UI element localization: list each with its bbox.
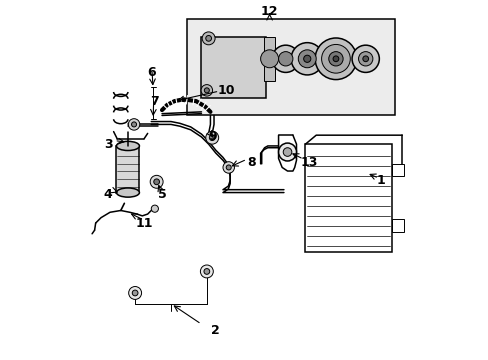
Circle shape	[358, 51, 372, 66]
Circle shape	[290, 42, 323, 75]
Circle shape	[153, 179, 159, 185]
Circle shape	[209, 135, 215, 140]
Bar	[116, 146, 139, 193]
Ellipse shape	[116, 141, 139, 150]
Circle shape	[328, 51, 343, 66]
Circle shape	[362, 56, 368, 62]
Circle shape	[205, 36, 211, 41]
Bar	[391, 220, 403, 232]
Text: 9: 9	[207, 130, 216, 144]
Circle shape	[271, 45, 299, 72]
Circle shape	[204, 88, 209, 93]
Circle shape	[131, 122, 136, 127]
Text: 6: 6	[147, 66, 155, 79]
Bar	[264, 37, 274, 81]
Circle shape	[132, 290, 138, 296]
Circle shape	[200, 265, 213, 278]
Circle shape	[203, 269, 209, 274]
Text: 7: 7	[150, 95, 159, 108]
Text: 8: 8	[247, 156, 255, 168]
Circle shape	[351, 45, 379, 72]
Circle shape	[223, 162, 234, 173]
Circle shape	[298, 50, 316, 68]
Circle shape	[201, 85, 212, 96]
Text: 13: 13	[300, 156, 317, 168]
Circle shape	[314, 38, 356, 80]
Text: 3: 3	[104, 138, 112, 150]
Bar	[391, 163, 403, 176]
Ellipse shape	[116, 188, 139, 197]
Text: 1: 1	[376, 174, 385, 186]
Circle shape	[321, 44, 349, 73]
Circle shape	[303, 55, 310, 62]
Bar	[201, 37, 265, 98]
Text: 11: 11	[135, 216, 153, 230]
Text: 5: 5	[157, 188, 166, 201]
Text: 4: 4	[103, 188, 112, 201]
Circle shape	[278, 51, 292, 66]
Circle shape	[332, 56, 338, 62]
Circle shape	[205, 131, 218, 144]
Circle shape	[128, 287, 142, 300]
Circle shape	[278, 143, 296, 161]
Bar	[305, 144, 391, 252]
Bar	[187, 19, 394, 116]
Circle shape	[128, 119, 140, 130]
Circle shape	[151, 205, 158, 212]
Circle shape	[150, 175, 163, 188]
Circle shape	[226, 165, 231, 170]
Circle shape	[283, 148, 291, 156]
Circle shape	[260, 50, 278, 68]
Circle shape	[202, 32, 215, 45]
Text: 10: 10	[217, 84, 235, 97]
Text: 2: 2	[211, 324, 220, 337]
Text: 12: 12	[260, 5, 278, 18]
